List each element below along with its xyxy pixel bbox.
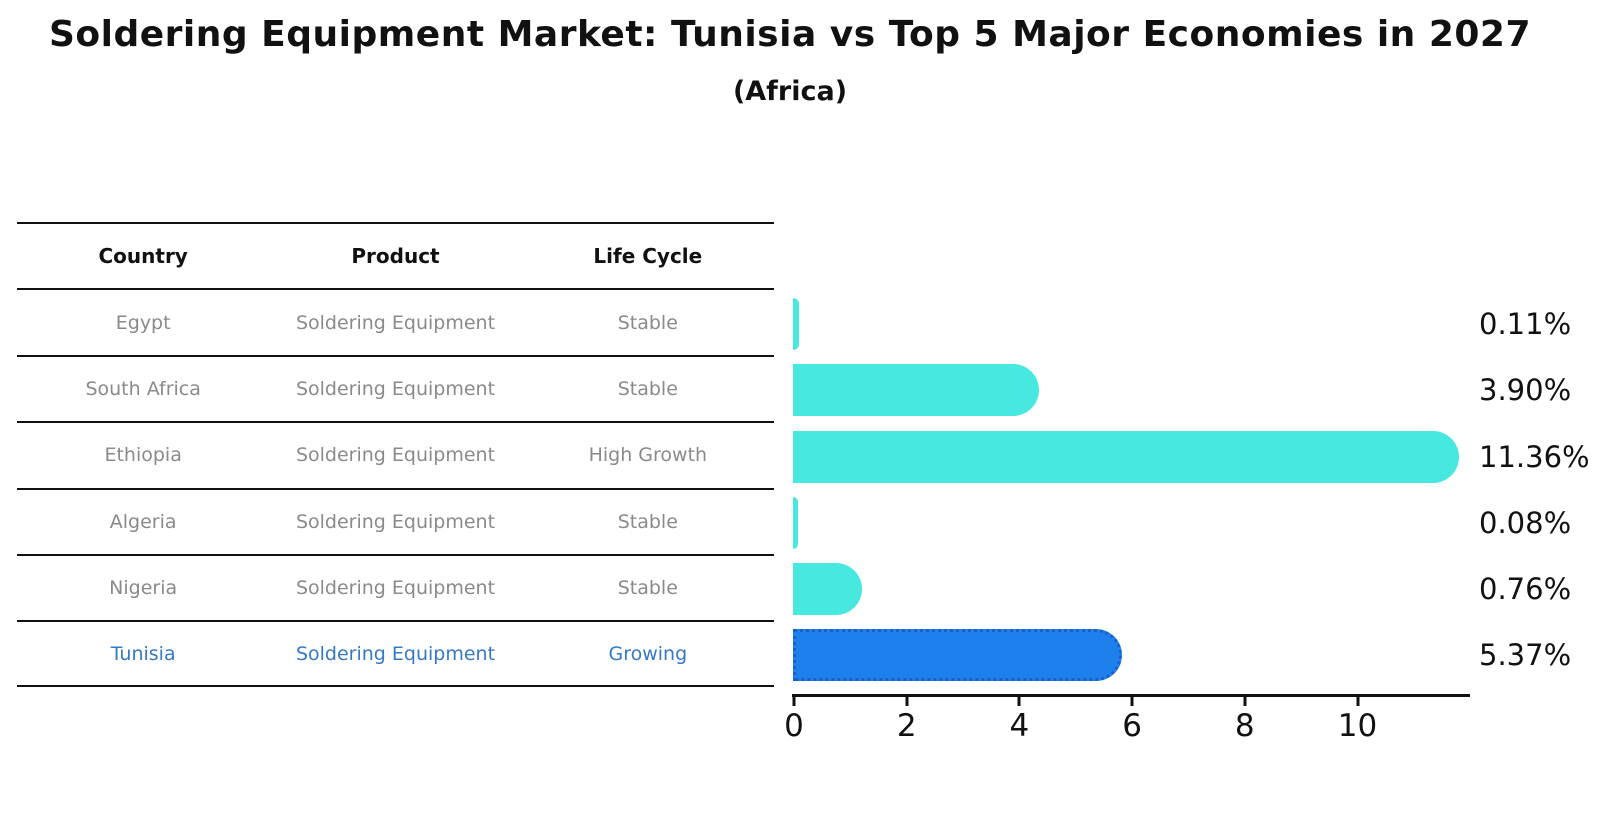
cell-life-cycle: Stable bbox=[617, 377, 678, 400]
value-label-ethiopia: 11.36% bbox=[1479, 439, 1590, 474]
x-axis-tick-label: 4 bbox=[1009, 708, 1030, 744]
x-axis-tick bbox=[792, 697, 796, 706]
cell-country: Algeria bbox=[109, 510, 177, 533]
country-table: Country Product Life Cycle Egypt Solderi… bbox=[17, 222, 774, 687]
column-header-country: Country bbox=[98, 244, 188, 269]
bar-south-africa bbox=[793, 364, 1039, 417]
x-axis-tick-label: 6 bbox=[1122, 708, 1142, 744]
cell-country: Nigeria bbox=[109, 577, 178, 600]
table-row-algeria: Algeria Soldering Equipment Stable bbox=[17, 487, 774, 554]
page-title: Soldering Equipment Market: Tunisia vs T… bbox=[48, 14, 1532, 55]
bar-tunisia bbox=[793, 629, 1122, 682]
table-header-row: Country Product Life Cycle bbox=[17, 222, 774, 288]
cell-product: Soldering Equipment bbox=[295, 510, 496, 533]
cell-life-cycle: High Growth bbox=[588, 444, 708, 467]
cell-life-cycle: Stable bbox=[617, 577, 678, 600]
value-label-algeria: 0.08% bbox=[1479, 505, 1572, 540]
cell-country: Tunisia bbox=[110, 642, 176, 665]
cell-life-cycle: Growing bbox=[608, 642, 688, 665]
table-row-egypt: Egypt Soldering Equipment Stable bbox=[17, 288, 774, 354]
bar-nigeria bbox=[793, 563, 862, 615]
value-label-nigeria: 0.76% bbox=[1479, 572, 1572, 606]
column-header-life-cycle: Life Cycle bbox=[593, 244, 703, 269]
x-axis-tick-label: 0 bbox=[784, 708, 804, 744]
page-subtitle: (Africa) bbox=[732, 76, 848, 107]
value-label-tunisia: 5.37% bbox=[1479, 638, 1572, 673]
table-row-tunisia: Tunisia Soldering Equipment Growing bbox=[17, 620, 774, 687]
bar-ethiopia bbox=[793, 430, 1460, 483]
cell-country: Egypt bbox=[115, 311, 171, 334]
x-axis-tick-label: 2 bbox=[896, 708, 917, 744]
table-row-ethiopia: Ethiopia Soldering Equipment High Growth bbox=[17, 421, 774, 487]
x-axis-tick bbox=[905, 697, 909, 706]
column-header-product: Product bbox=[351, 244, 440, 269]
table-row-south-africa: South Africa Soldering Equipment Stable bbox=[17, 354, 774, 421]
x-axis-spine bbox=[792, 694, 1470, 697]
bar-egypt bbox=[793, 298, 800, 350]
cell-life-cycle: Stable bbox=[617, 510, 678, 533]
x-axis-tick bbox=[1356, 697, 1359, 706]
x-axis-tick bbox=[1130, 697, 1134, 706]
bar-algeria bbox=[793, 496, 798, 549]
cell-product: Soldering Equipment bbox=[295, 577, 496, 600]
value-label-egypt: 0.11% bbox=[1479, 307, 1572, 341]
cell-product: Soldering Equipment bbox=[295, 311, 496, 334]
x-axis-tick-label: 8 bbox=[1234, 708, 1255, 744]
value-label-south-africa: 3.90% bbox=[1479, 373, 1572, 408]
cell-product: Soldering Equipment bbox=[295, 642, 496, 665]
cell-country: South Africa bbox=[85, 377, 201, 400]
x-axis-tick bbox=[1243, 697, 1247, 706]
x-axis-tick-label: 10 bbox=[1337, 708, 1378, 744]
x-axis-tick bbox=[1017, 697, 1021, 706]
cell-product: Soldering Equipment bbox=[295, 444, 496, 467]
cell-product: Soldering Equipment bbox=[295, 377, 496, 400]
cell-country: Ethiopia bbox=[104, 444, 182, 467]
table-row-nigeria: Nigeria Soldering Equipment Stable bbox=[17, 553, 774, 620]
cell-life-cycle: Stable bbox=[617, 311, 678, 334]
